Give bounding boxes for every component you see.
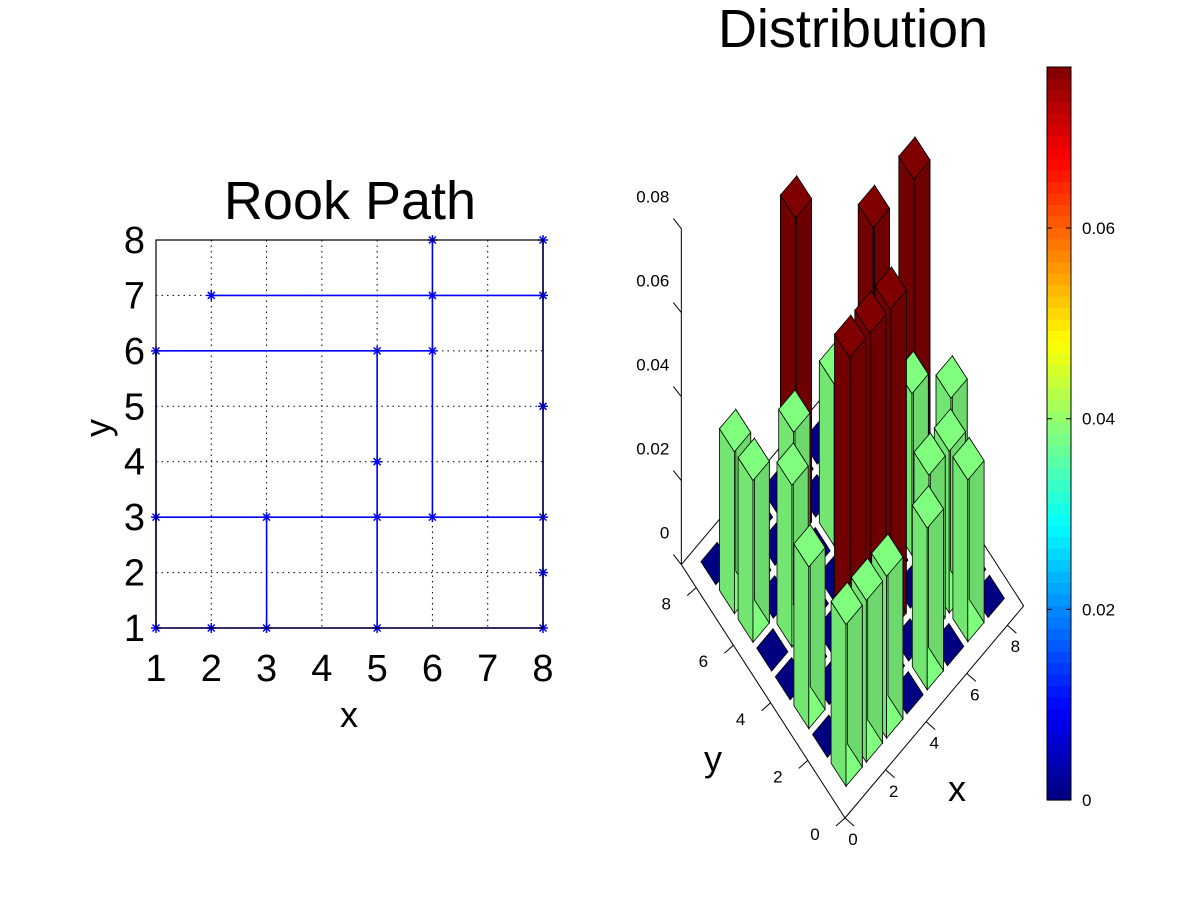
distribution-y-tick-label: 0 bbox=[810, 825, 819, 844]
distribution-x-tick-label: 2 bbox=[889, 782, 898, 801]
rook-y-tick-label: 7 bbox=[124, 275, 145, 317]
rook-y-tick-label: 4 bbox=[124, 442, 145, 484]
colorbar-tick-label: 0 bbox=[1082, 791, 1091, 810]
rook-y-tick-label: 2 bbox=[124, 553, 145, 595]
colorbar-tick-label: 0.04 bbox=[1082, 410, 1115, 429]
distribution-y-tick-label: 2 bbox=[773, 767, 782, 786]
rook-y-tick-label: 1 bbox=[124, 608, 145, 650]
rook-x-tick-label: 5 bbox=[367, 648, 388, 690]
distribution-y-tick-label: 4 bbox=[736, 710, 745, 729]
distribution-z-tick-label: 0.06 bbox=[636, 272, 669, 291]
distribution-tick-labels: 0 2 4 6 8 0 2 4 6 8 0 0.02 0.04 0.06 0.08 bbox=[636, 188, 1020, 849]
distribution-y-axis-line bbox=[680, 564, 846, 819]
colorbar: 0 0.02 0.04 0.06 bbox=[1046, 66, 1115, 810]
distribution-title: Distribution bbox=[718, 0, 988, 59]
rook-path-marker bbox=[427, 512, 438, 523]
colorbar-gradient bbox=[1047, 67, 1071, 801]
distribution-x-tick-label: 4 bbox=[929, 734, 938, 753]
distribution-x-tick-label: 0 bbox=[848, 830, 857, 849]
distribution-bar bbox=[830, 580, 863, 788]
rook-x-tick-label: 3 bbox=[256, 648, 277, 690]
rook-y-tick-label: 6 bbox=[124, 331, 145, 373]
rook-x-tick-label: 6 bbox=[422, 648, 443, 690]
distribution-bar bbox=[793, 523, 826, 731]
distribution-z-tick-label: 0.02 bbox=[636, 440, 669, 459]
distribution-bar bbox=[737, 436, 770, 644]
distribution-bar bbox=[952, 436, 985, 644]
rook-path-marker bbox=[372, 512, 383, 523]
colorbar-frame bbox=[1046, 66, 1072, 801]
colorbar-tick-label: 0.06 bbox=[1082, 219, 1115, 238]
rook-path-plot-frame bbox=[155, 239, 544, 629]
colorbar-tick-label: 0.02 bbox=[1082, 600, 1115, 619]
distribution-x-tick-label: 6 bbox=[970, 685, 979, 704]
rook-path-marker bbox=[261, 512, 272, 523]
rook-path-x-axis-label: x bbox=[340, 694, 358, 735]
distribution-bar bbox=[911, 484, 944, 692]
rook-x-tick-label: 1 bbox=[145, 648, 166, 690]
rook-x-tick-label: 8 bbox=[532, 648, 553, 690]
distribution-y-axis-label: y bbox=[704, 738, 722, 779]
distribution-x-axis-line bbox=[844, 605, 1025, 819]
rook-x-tick-label: 7 bbox=[477, 648, 498, 690]
distribution-y-tick-label: 6 bbox=[699, 652, 708, 671]
rook-y-tick-label: 3 bbox=[124, 497, 145, 539]
distribution-z-tick-label: 0.04 bbox=[636, 356, 669, 375]
rook-path-y-axis-label: y bbox=[77, 419, 118, 437]
distribution-chart: Distribution 0 2 4 6 8 0 2 4 6 8 0 0.02 0.04 0.06 0.08… bbox=[636, 0, 1025, 849]
rook-x-tick-label: 2 bbox=[201, 648, 222, 690]
rook-path-y-tick-labels: 1 2 3 4 5 6 7 8 bbox=[124, 220, 145, 650]
distribution-zero-cell bbox=[756, 628, 789, 672]
distribution-x-tick-label: 8 bbox=[1011, 637, 1020, 656]
rook-path-marker bbox=[427, 345, 438, 356]
rook-x-tick-label: 4 bbox=[311, 648, 332, 690]
distribution-z-tick-label: 0 bbox=[660, 524, 669, 543]
distribution-z-tick-label: 0.08 bbox=[636, 188, 669, 207]
rook-path-marker bbox=[206, 290, 217, 301]
rook-path-marker bbox=[372, 456, 383, 467]
rook-y-tick-label: 5 bbox=[124, 386, 145, 428]
rook-y-tick-label: 8 bbox=[124, 220, 145, 262]
rook-path-marker bbox=[427, 290, 438, 301]
distribution-bars bbox=[700, 135, 1005, 788]
rook-path-marker bbox=[372, 345, 383, 356]
rook-path-title: Rook Path bbox=[224, 171, 476, 231]
distribution-x-axis-label: x bbox=[948, 768, 966, 809]
colorbar-ticks: 0 0.02 0.04 0.06 bbox=[1047, 219, 1115, 810]
distribution-y-tick-label: 8 bbox=[661, 595, 670, 614]
